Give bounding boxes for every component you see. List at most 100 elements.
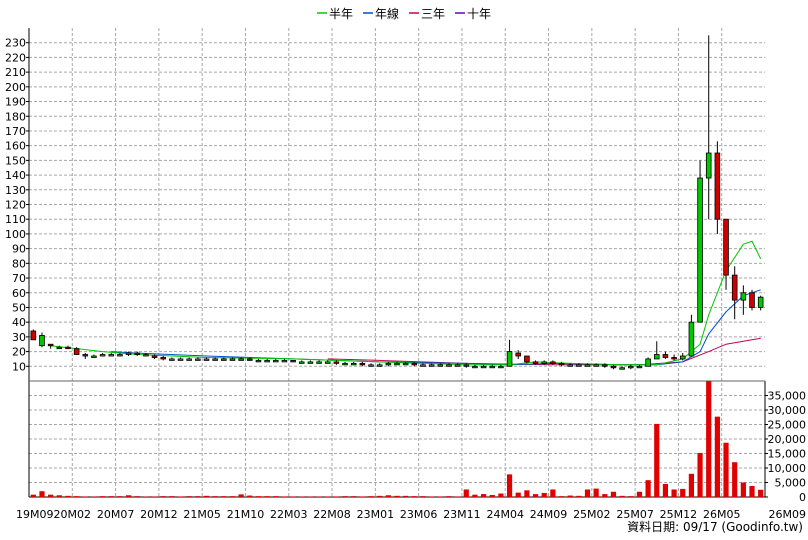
volume-bar xyxy=(273,496,279,497)
candle-body xyxy=(454,364,461,367)
x-tick-label: 23M11 xyxy=(443,508,481,521)
volume-bar xyxy=(740,482,746,497)
candle-body xyxy=(221,358,227,361)
volume-bar xyxy=(74,496,80,497)
price-tick-label: 70 xyxy=(12,272,26,285)
price-tick-label: 160 xyxy=(5,140,26,153)
candle xyxy=(73,347,80,355)
volume-bar xyxy=(602,494,608,497)
candle xyxy=(610,364,617,370)
candle-body xyxy=(506,351,513,367)
candle-body xyxy=(39,335,45,347)
candle-body xyxy=(532,361,539,364)
candle xyxy=(272,358,279,363)
volume-bar xyxy=(688,473,694,497)
candle-body xyxy=(498,365,504,369)
candle-body xyxy=(359,362,366,366)
volume-bar xyxy=(446,496,452,497)
candle xyxy=(498,364,504,369)
volume-bar xyxy=(108,496,114,497)
candle xyxy=(212,357,218,361)
candle-body xyxy=(550,361,556,364)
candle xyxy=(47,343,54,349)
candle xyxy=(731,266,738,320)
candle xyxy=(584,363,591,367)
volume-bar xyxy=(195,496,201,497)
volume-bar xyxy=(281,496,288,497)
candle-body xyxy=(125,352,132,355)
price-tick-label: 80 xyxy=(12,257,26,270)
volume-bar xyxy=(706,381,712,497)
candle-body xyxy=(394,362,400,366)
candle-body xyxy=(65,346,71,350)
volume-bar xyxy=(342,496,348,497)
volume-bar xyxy=(437,496,443,497)
volume-bar xyxy=(368,496,374,497)
candle xyxy=(333,360,340,365)
candle xyxy=(428,363,435,367)
candle xyxy=(368,363,374,367)
candle-body xyxy=(134,352,141,355)
candle xyxy=(385,361,392,367)
candle-body xyxy=(195,358,201,361)
volume-bar xyxy=(316,496,322,497)
candle-body xyxy=(333,361,340,364)
candle xyxy=(576,363,582,367)
candle xyxy=(740,285,747,315)
candle-body xyxy=(30,330,37,341)
candle-body xyxy=(576,364,582,367)
candle xyxy=(515,350,522,359)
candle xyxy=(160,355,166,361)
candle-body xyxy=(705,152,712,179)
candle xyxy=(134,351,141,356)
volume-bar xyxy=(134,496,140,497)
candle xyxy=(757,295,764,311)
candle xyxy=(653,341,660,360)
candle xyxy=(108,353,115,357)
candle-body xyxy=(428,364,435,367)
volume-bar xyxy=(472,494,478,497)
candle xyxy=(39,332,45,348)
candle xyxy=(489,364,496,369)
volume-bar xyxy=(229,496,236,497)
candle-body xyxy=(290,360,296,363)
x-tick-label: 23M01 xyxy=(357,508,395,521)
candle-body xyxy=(584,364,591,367)
candle xyxy=(221,357,227,361)
candle xyxy=(290,360,296,363)
time-axis: 19M09 20M02 20M07 20M12 21M05 21M10 22M03 22M08… xyxy=(16,508,806,521)
x-tick-label: 20M02 xyxy=(54,508,92,521)
candle-body xyxy=(212,358,218,361)
volume-bar xyxy=(411,496,417,497)
candle-body xyxy=(272,360,279,363)
candle xyxy=(169,357,175,361)
candle xyxy=(91,354,97,358)
candle-body xyxy=(91,355,97,358)
candle xyxy=(247,357,253,361)
price-tick-label: 220 xyxy=(5,51,26,64)
volume-bar xyxy=(385,495,391,497)
volume-bar xyxy=(100,496,106,497)
x-tick-label: 20M07 xyxy=(97,508,135,521)
volume-bar xyxy=(515,492,521,497)
candle xyxy=(350,361,357,366)
volume-bar xyxy=(636,491,643,497)
candle xyxy=(671,354,677,361)
volume-tick-label: 15,000 xyxy=(768,448,807,461)
price-tick-label: 20 xyxy=(12,346,26,359)
candle-body xyxy=(714,152,721,220)
legend-label: 三年 xyxy=(421,7,445,21)
candle-body xyxy=(472,365,478,369)
candle xyxy=(316,360,322,364)
candle xyxy=(238,357,244,361)
volume-bar xyxy=(489,494,495,497)
candle xyxy=(628,364,634,370)
candle-body xyxy=(688,321,695,357)
volume-bar xyxy=(125,495,132,497)
candle xyxy=(203,357,210,361)
candle xyxy=(281,358,288,363)
candle xyxy=(480,364,487,369)
price-tick-label: 150 xyxy=(5,154,26,167)
price-tick-label: 170 xyxy=(5,125,26,138)
